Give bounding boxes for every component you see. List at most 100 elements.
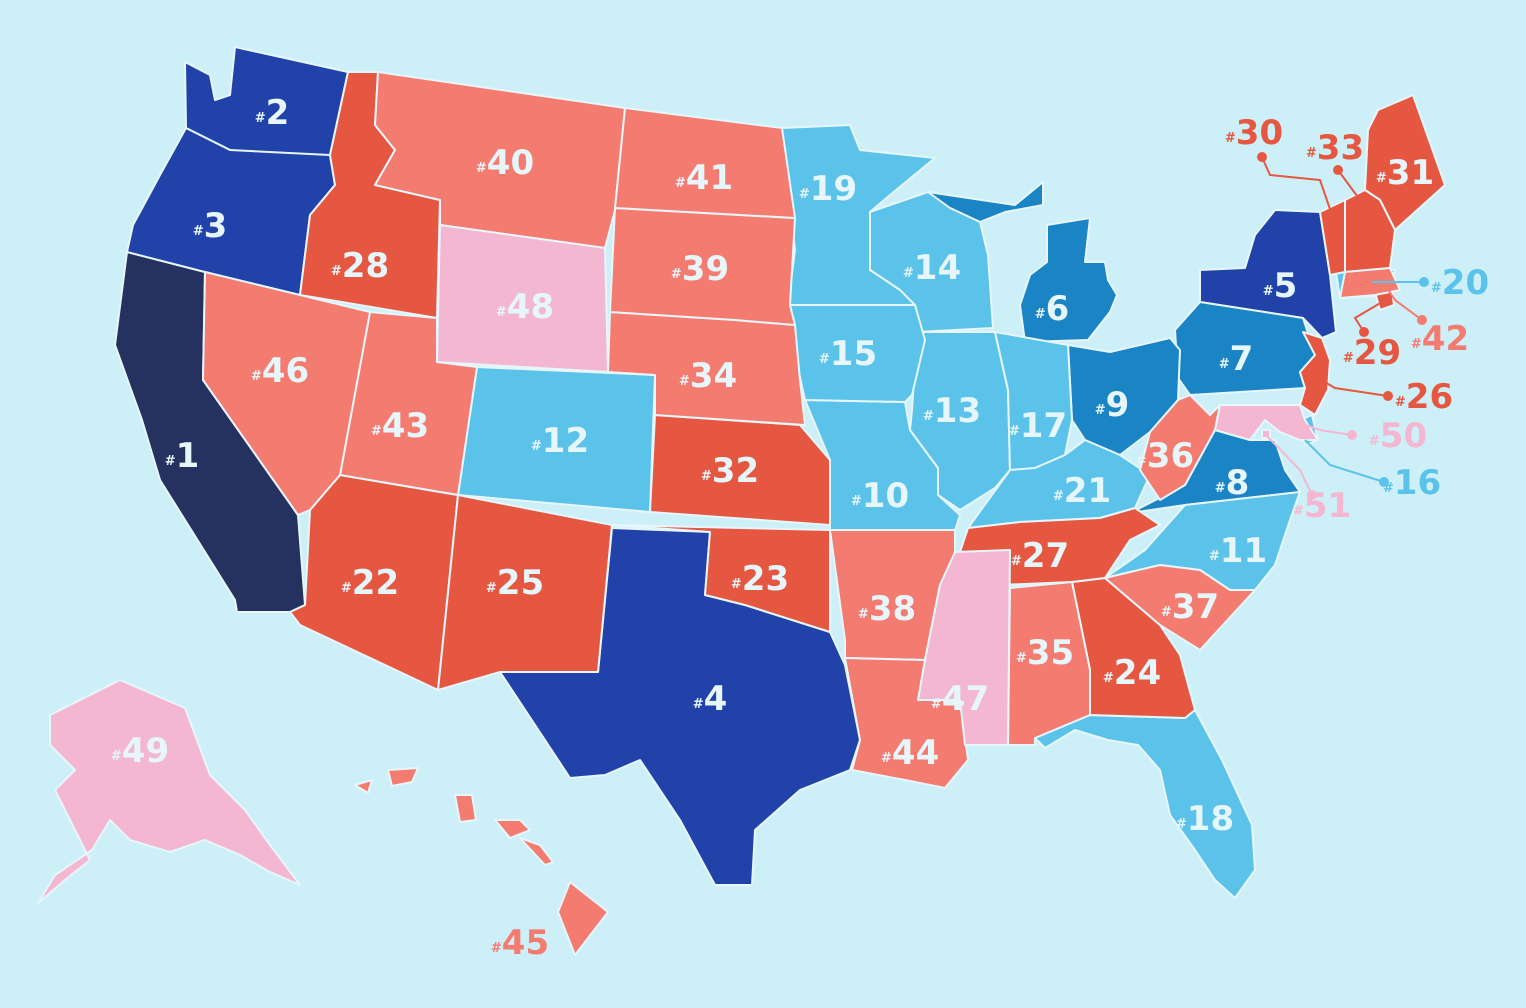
rank-label-new-jersey: #26 <box>1395 377 1453 417</box>
rank-number: 22 <box>352 563 399 603</box>
rank-number: 42 <box>1422 319 1469 359</box>
rank-number: 45 <box>502 923 549 963</box>
hash-symbol: # <box>679 374 690 389</box>
rank-label-kansas: #32 <box>701 451 759 491</box>
hash-symbol: # <box>476 161 487 176</box>
rank-label-minnesota: #19 <box>799 169 857 209</box>
state-shape-hawaii <box>557 881 609 956</box>
rank-label-washington: #2 <box>255 93 290 133</box>
rank-label-north-dakota: #41 <box>675 158 733 198</box>
hash-symbol: # <box>1009 424 1020 439</box>
rank-number: 7 <box>1230 339 1254 379</box>
state-shapes <box>37 46 1446 956</box>
rank-label-north-carolina: #11 <box>1209 531 1267 571</box>
rank-label-south-carolina: #37 <box>1161 587 1219 627</box>
rank-number: 24 <box>1114 653 1161 693</box>
hash-symbol: # <box>1376 171 1387 186</box>
rank-number: 36 <box>1147 436 1194 476</box>
rank-label-montana: #40 <box>476 143 534 183</box>
hash-symbol: # <box>1011 554 1022 569</box>
state-wyoming <box>436 224 609 373</box>
rank-number: 27 <box>1022 536 1069 576</box>
rank-label-idaho: #28 <box>331 246 389 286</box>
rank-label-california: #1 <box>165 436 200 476</box>
leader-dot-delaware <box>1379 477 1389 487</box>
hash-symbol: # <box>1161 605 1172 620</box>
state-shape-new-mexico <box>437 494 613 691</box>
state-rank-labels: #1#2#3#4#5#6#7#8#9#10#11#12#13#14#15#16#… <box>111 93 1489 963</box>
state-shape-nevada <box>202 271 371 516</box>
callout-leader-lines <box>1257 152 1429 500</box>
rank-number: 2 <box>266 93 290 133</box>
state-shape-michigan <box>1019 217 1118 343</box>
hash-symbol: # <box>496 305 507 320</box>
state-hawaii <box>354 767 609 956</box>
rank-label-vermont: #30 <box>1225 113 1283 153</box>
hash-symbol: # <box>1209 549 1220 564</box>
rank-number: 8 <box>1226 463 1250 503</box>
hash-symbol: # <box>193 224 204 239</box>
rank-number: 5 <box>1274 266 1298 306</box>
hash-symbol: # <box>1176 817 1187 832</box>
rank-number: 37 <box>1172 587 1219 627</box>
hash-symbol: # <box>491 941 502 956</box>
rank-label-rhode-island: #29 <box>1343 333 1401 373</box>
rank-label-louisiana: #44 <box>881 733 939 773</box>
state-south-carolina <box>1104 564 1256 651</box>
hash-symbol: # <box>1136 454 1147 469</box>
leader-dot-vermont <box>1257 152 1267 162</box>
hash-symbol: # <box>1016 651 1027 666</box>
rank-label-new-mexico: #25 <box>486 563 544 603</box>
rank-number: 11 <box>1220 531 1267 571</box>
rank-number: 50 <box>1380 416 1427 456</box>
leader-line-rhode-island <box>1353 301 1383 333</box>
leader-line-maryland <box>1304 424 1353 436</box>
state-shape-hawaii <box>354 779 373 794</box>
rank-label-hawaii: #45 <box>491 923 549 963</box>
hash-symbol: # <box>931 697 942 712</box>
state-north-dakota <box>614 107 796 219</box>
rank-label-new-hampshire: #33 <box>1306 128 1364 168</box>
state-shape-mississippi <box>917 549 1011 746</box>
rank-label-nevada: #46 <box>251 351 309 391</box>
state-shape-hawaii <box>454 794 477 823</box>
hash-symbol: # <box>111 749 122 764</box>
rank-number: 29 <box>1354 333 1401 373</box>
rank-label-indiana: #17 <box>1009 406 1067 446</box>
rank-label-michigan: #6 <box>1035 289 1070 329</box>
hash-symbol: # <box>1306 146 1317 161</box>
rank-label-mississippi: #47 <box>931 679 989 719</box>
rank-number: 44 <box>892 733 939 773</box>
rank-number: 47 <box>942 679 989 719</box>
leader-dot-massachusetts <box>1417 315 1427 325</box>
hash-symbol: # <box>693 697 704 712</box>
state-shape-new-jersey <box>1299 331 1331 416</box>
rank-number: 38 <box>869 589 916 629</box>
hash-symbol: # <box>1215 481 1226 496</box>
state-new-mexico <box>437 494 613 691</box>
hash-symbol: # <box>731 577 742 592</box>
rank-label-wyoming: #48 <box>496 287 554 327</box>
rank-number: 9 <box>1106 385 1130 425</box>
rank-number: 15 <box>830 334 877 374</box>
hash-symbol: # <box>701 469 712 484</box>
hash-symbol: # <box>881 751 892 766</box>
rank-label-utah: #43 <box>371 406 429 446</box>
state-shape-south-carolina <box>1104 564 1256 651</box>
rank-number: 10 <box>862 476 909 516</box>
state-shape-alabama <box>1007 581 1091 746</box>
rank-number: 39 <box>682 249 729 289</box>
rank-number: 25 <box>497 563 544 603</box>
rank-label-south-dakota: #39 <box>671 249 729 289</box>
rank-label-new-york: #5 <box>1263 266 1298 306</box>
hash-symbol: # <box>1035 307 1046 322</box>
rank-number: 32 <box>712 451 759 491</box>
rank-number: 46 <box>262 351 309 391</box>
hash-symbol: # <box>341 581 352 596</box>
state-shape-maryland <box>1214 404 1319 441</box>
leader-dot-maryland <box>1347 430 1357 440</box>
hash-symbol: # <box>165 454 176 469</box>
leader-line-massachusetts <box>1384 284 1423 321</box>
rank-number: 21 <box>1064 471 1111 511</box>
rank-number: 51 <box>1304 486 1351 526</box>
